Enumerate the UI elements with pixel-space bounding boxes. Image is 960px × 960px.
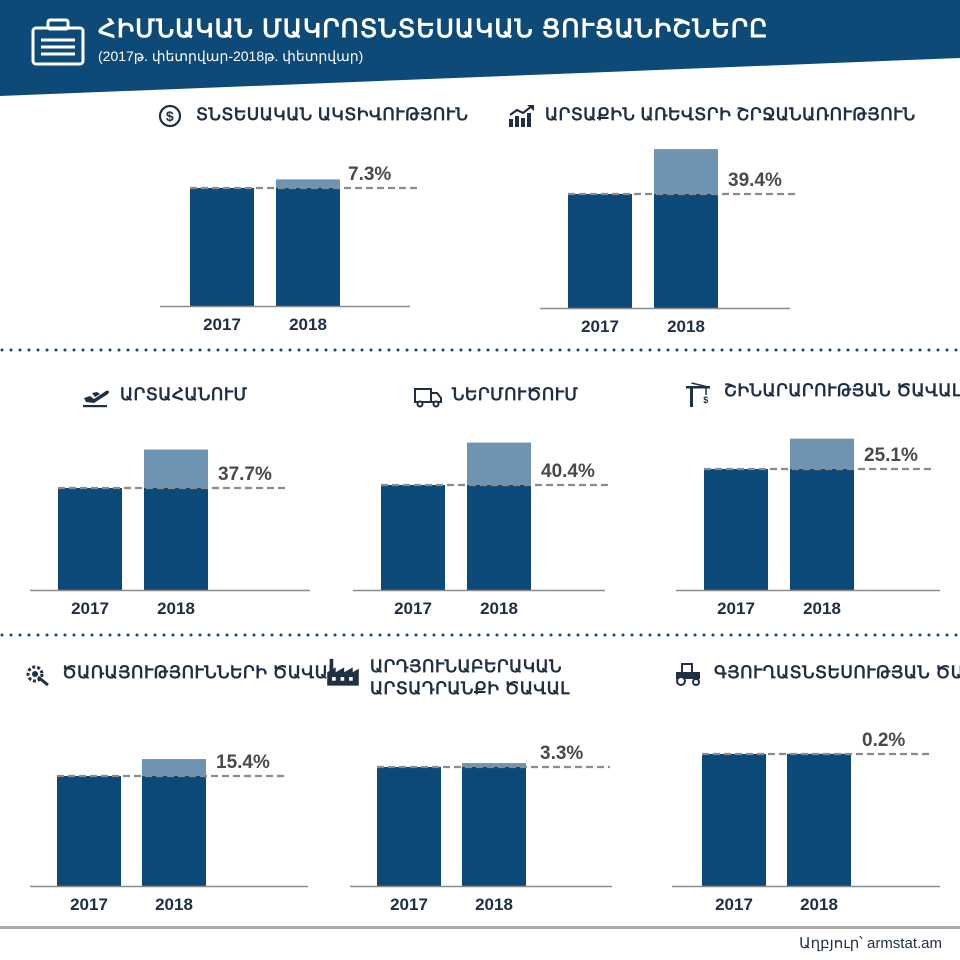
panel-title-foreign-trade: ԱՐՏԱՔԻՆ ԱՌԵՎՏՐԻ ՇՐՋԱՆԱՌՈՒԹՅՈՒՆ: [507, 104, 916, 128]
bar-2017: [377, 767, 441, 886]
x-tick-label: 2018: [800, 895, 838, 914]
dollar-cycle-icon: $: [158, 104, 182, 128]
x-tick-label: 2017: [394, 599, 432, 618]
x-tick-label: 2017: [717, 599, 755, 618]
chart-import: 40.4% 2017 2018: [353, 442, 611, 618]
growth-label: 39.4%: [728, 170, 782, 191]
source-credit: Աղբյուր՝ armstat.am: [799, 935, 942, 952]
chart-agriculture: 0.2% 2017 2018: [672, 730, 940, 914]
panel-title-text: ԾԱՌԱՅՈՒԹՅՈՒՆՆԵՐԻ ԾԱՎԱԼ: [62, 663, 338, 682]
svg-text:$: $: [166, 108, 174, 124]
header-background: [0, 0, 960, 96]
growth-label: 25.1%: [864, 445, 918, 466]
bar-2017: [568, 194, 632, 308]
bar-2017: [381, 485, 445, 590]
growth-label: 15.4%: [216, 752, 270, 773]
x-tick-label: 2018: [289, 315, 327, 334]
chart-economic-activity: 7.3% 2017 2018: [160, 164, 418, 334]
bar-2018: [654, 194, 718, 308]
row-divider: [0, 348, 960, 352]
x-tick-label: 2017: [581, 317, 619, 336]
panel-title-text: ԱՐՏԱՔԻՆ ԱՌԵՎՏՐԻ ՇՐՋԱՆԱՌՈՒԹՅՈՒՆ: [545, 105, 916, 124]
panel-title-text: ԱՐԴՅՈՒՆԱԲԵՐԱԿԱՆ ԱՐՏԱԴՐԱՆՔԻ ԾԱՎԱԼ: [370, 657, 570, 698]
panel-title-text: ԳՅՈՒՂԱՏՆՏԵՍՈՒԹՅԱՆ ԾԱՎԱԼ: [714, 663, 960, 682]
bar-2018-growth: [144, 449, 208, 488]
panel-title-text: ՏՆՏԵՍԱԿԱՆ ԱԿՏԻՎՈՒԹՅՈՒՆ: [196, 105, 469, 124]
x-tick-label: 2017: [203, 315, 241, 334]
briefcase-icon: [31, 18, 85, 66]
x-tick-label: 2017: [70, 895, 108, 914]
bar-2018-growth: [467, 442, 531, 485]
chart-export: 37.7% 2017 2018: [30, 449, 310, 618]
bar-2017: [58, 488, 122, 590]
chart-foreign-trade: 39.4% 2017 2018: [540, 149, 798, 336]
x-tick-label: 2017: [71, 599, 109, 618]
bar-2017: [57, 776, 121, 886]
bar-2018: [462, 767, 526, 886]
chart-construction: 25.1% 2017 2018: [676, 438, 940, 618]
x-tick-label: 2018: [155, 895, 193, 914]
factory-icon: [327, 658, 359, 686]
panel-title-agriculture: ԳՅՈՒՂԱՏՆՏԵՍՈՒԹՅԱՆ ԾԱՎԱԼ: [672, 662, 960, 686]
bar-2018: [467, 485, 531, 590]
panel-title-import: ՆԵՐՄՈՒԾՈՒՄ: [414, 384, 578, 408]
x-tick-label: 2018: [480, 599, 518, 618]
panel-title-export: ԱՐՏԱՀԱՆՈՒՄ: [82, 384, 247, 408]
growth-label: 40.4%: [541, 461, 595, 482]
bar-2017: [704, 469, 768, 590]
x-tick-label: 2018: [803, 599, 841, 618]
panel-title-industry: ԱՐԴՅՈՒՆԱԲԵՐԱԿԱՆ ԱՐՏԱԴՐԱՆՔԻ ԾԱՎԱԼ: [326, 656, 602, 700]
x-tick-label: 2017: [715, 895, 753, 914]
panel-title-text: ՆԵՐՄՈՒԾՈՒՄ: [452, 385, 579, 404]
bar-2018: [787, 754, 851, 886]
bar-2018: [142, 776, 206, 886]
bar-2018: [276, 188, 340, 306]
growth-label: 37.7%: [218, 464, 272, 485]
bar-2018: [790, 469, 854, 590]
tractor-icon: [676, 663, 700, 686]
page-title: ՀԻՄՆԱԿԱՆ ՄԱԿՐՈՏՆՏԵՍԱԿԱՆ ՑՈՒՑԱՆԻՇՆԵՐԸ: [98, 15, 769, 43]
gear-wrench-icon: [26, 665, 49, 686]
panel-title-text: ԱՐՏԱՀԱՆՈՒՄ: [120, 385, 248, 404]
panel-title-services: ԾԱՌԱՅՈՒԹՅՈՒՆՆԵՐԻ ԾԱՎԱԼ: [24, 662, 338, 686]
x-tick-label: 2018: [667, 317, 705, 336]
growth-label: 7.3%: [348, 164, 391, 185]
panel-title-text: ՇԻՆԱՐԱՐՈՒԹՅԱՆ ԾԱՎԱԼ: [724, 381, 960, 400]
bar-2018-growth: [142, 759, 206, 776]
bar-2018-growth: [276, 179, 340, 188]
growth-label: 3.3%: [540, 743, 583, 764]
bar-2017: [702, 754, 766, 886]
rising-chart-icon: [509, 105, 534, 127]
x-tick-label: 2018: [157, 599, 195, 618]
chart-industry: 3.3% 2017 2018: [350, 743, 612, 914]
row-divider: [0, 633, 960, 637]
truck-icon: [414, 388, 442, 408]
chart-services: 15.4% 2017 2018: [30, 752, 308, 914]
page-subtitle: (2017թ. փետրվար-2018թ. փետրվար): [98, 48, 364, 64]
growth-label: 0.2%: [862, 730, 905, 751]
panel-title-construction: $ ՇԻՆԱՐԱՐՈՒԹՅԱՆ ԾԱՎԱԼ: [686, 380, 960, 410]
panel-title-economic-activity: $ ՏՆՏԵՍԱԿԱՆ ԱԿՏԻՎՈՒԹՅՈՒՆ: [158, 104, 468, 128]
bar-2018-growth: [654, 149, 718, 194]
svg-text:$: $: [703, 395, 709, 405]
footer-rule: [0, 926, 960, 929]
bar-2018: [144, 488, 208, 590]
x-tick-label: 2018: [475, 895, 513, 914]
bar-2017: [190, 188, 254, 306]
crane-icon: $: [686, 382, 710, 407]
header-banner: ՀԻՄՆԱԿԱՆ ՄԱԿՐՈՏՆՏԵՍԱԿԱՆ ՑՈՒՑԱՆԻՇՆԵՐԸ (20…: [0, 0, 960, 96]
bar-2018-growth: [790, 438, 854, 469]
bar-2018-growth: [462, 763, 526, 767]
x-tick-label: 2017: [390, 895, 428, 914]
plane-takeoff-icon: [83, 390, 109, 408]
